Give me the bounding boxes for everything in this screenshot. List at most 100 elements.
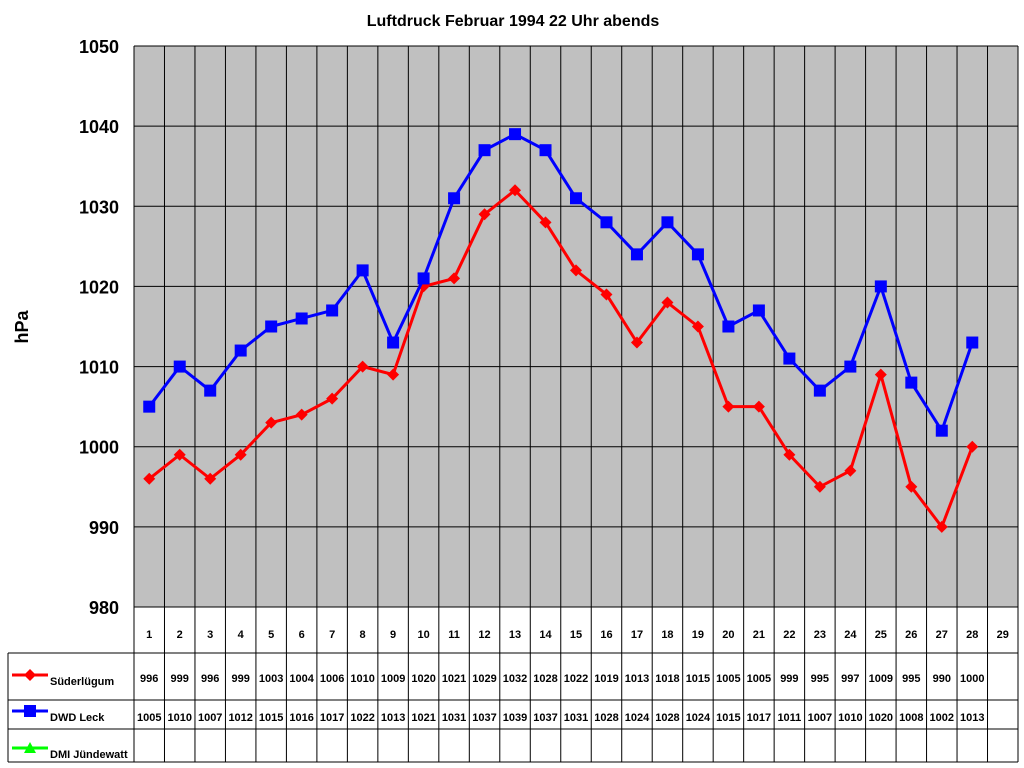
table-value: 1005: [716, 673, 740, 685]
category-label: 24: [844, 629, 857, 641]
table-value: 1005: [747, 673, 771, 685]
data-point: [448, 272, 461, 285]
table-value: 1011: [777, 712, 801, 724]
y-tick-label: 1030: [79, 197, 119, 217]
table-value: 997: [841, 673, 859, 685]
data-point: [813, 384, 826, 397]
series-line: [148, 188, 974, 530]
data-point: [661, 296, 674, 309]
data-point: [935, 424, 948, 437]
data-point: [143, 400, 156, 413]
series-line: [148, 132, 974, 435]
table-value: 1028: [655, 712, 679, 724]
legend-label: DMI Jündewatt: [50, 749, 128, 761]
table-value: 996: [140, 673, 158, 685]
category-label: 29: [997, 629, 1009, 641]
table-value: 1015: [686, 673, 710, 685]
data-point: [570, 192, 582, 205]
table-value: 1031: [442, 712, 466, 724]
table-value: 1039: [503, 712, 527, 724]
data-point: [326, 392, 339, 405]
data-point: [844, 360, 857, 373]
data-point: [661, 216, 674, 229]
table-value: 1024: [686, 712, 711, 724]
table-value: 1022: [350, 712, 374, 724]
data-point: [478, 208, 491, 221]
data-point: [265, 320, 278, 333]
y-tick-label: 1050: [79, 37, 119, 57]
category-label: 28: [966, 629, 978, 641]
data-point: [783, 448, 796, 461]
table-value: 1020: [411, 673, 435, 685]
data-point: [752, 304, 765, 317]
table-value: 1007: [808, 712, 832, 724]
table-value: 999: [780, 673, 798, 685]
category-label: 27: [936, 629, 948, 641]
table-value: 999: [232, 673, 250, 685]
table-value: 1022: [564, 673, 588, 685]
table-value: 1031: [564, 712, 588, 724]
category-label: 21: [753, 629, 765, 641]
data-point: [874, 280, 887, 293]
table-value: 1037: [533, 712, 557, 724]
legend-marker: [24, 669, 36, 681]
grid: [133, 45, 1019, 762]
data-point: [143, 472, 156, 485]
category-label: 20: [722, 629, 734, 641]
table-value: 1010: [350, 673, 374, 685]
data-point: [173, 360, 186, 373]
category-label: 2: [177, 629, 183, 641]
data-point: [570, 264, 582, 277]
data-point: [326, 304, 339, 317]
data-point: [173, 448, 186, 461]
table-value: 1028: [533, 673, 557, 685]
table-value: 1007: [198, 712, 222, 724]
series-layer: [143, 128, 979, 533]
legend-label: Süderlügum: [50, 676, 114, 688]
category-label: 8: [360, 629, 366, 641]
y-tick-label: 1020: [79, 277, 119, 297]
table-value: 1013: [960, 712, 984, 724]
data-point: [417, 272, 430, 285]
table-value: 1006: [320, 673, 344, 685]
category-label: 5: [268, 629, 274, 641]
data-point: [722, 320, 735, 333]
table-value: 1004: [289, 673, 314, 685]
data-point: [387, 336, 400, 349]
category-label: 12: [478, 629, 490, 641]
table-value: 1003: [259, 673, 283, 685]
table-value: 1032: [503, 673, 527, 685]
table-value: 990: [933, 673, 951, 685]
data-point: [509, 184, 522, 197]
category-label: 18: [661, 629, 673, 641]
data-point: [234, 344, 247, 357]
table-value: 1037: [472, 712, 496, 724]
table-value: 996: [201, 673, 219, 685]
data-point: [691, 248, 704, 261]
table-value: 1008: [899, 712, 923, 724]
data-point: [295, 312, 308, 325]
data-point: [356, 264, 369, 277]
table-value: 1015: [259, 712, 283, 724]
table-value: 1009: [381, 673, 405, 685]
data-point: [356, 360, 369, 373]
data-point: [478, 144, 491, 157]
category-label: 26: [905, 629, 917, 641]
legend-label: DWD Leck: [50, 712, 105, 724]
data-point: [722, 400, 735, 413]
category-label: 10: [417, 629, 429, 641]
table-value: 1013: [381, 712, 405, 724]
table-value: 1009: [869, 673, 893, 685]
data-point: [387, 368, 400, 381]
data-point: [234, 448, 247, 461]
table-value: 1013: [625, 673, 649, 685]
data-point: [265, 416, 278, 429]
category-label: 1: [146, 629, 152, 641]
table-value: 1017: [320, 712, 344, 724]
legend-marker: [24, 742, 36, 753]
data-point: [539, 216, 552, 229]
table-value: 1017: [747, 712, 771, 724]
data-point: [813, 480, 826, 493]
category-label: 14: [539, 629, 552, 641]
